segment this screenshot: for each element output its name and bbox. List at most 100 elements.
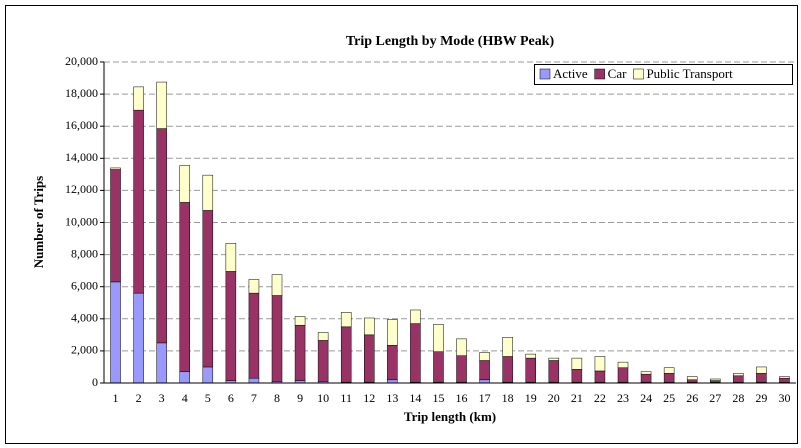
bar-segment (179, 371, 190, 384)
bar-segment (756, 373, 767, 383)
legend-swatch (633, 68, 644, 80)
bar-segment (225, 271, 237, 381)
bar-segment (502, 337, 513, 357)
y-tick-label: 8,000 (71, 246, 98, 260)
bar-segment (387, 345, 398, 381)
bar-segment (686, 376, 698, 381)
y-tick-label: 10,000 (65, 214, 98, 228)
bar-segment (433, 324, 444, 352)
bar-segment (248, 377, 260, 384)
bar-segment (663, 373, 675, 383)
bar-segment (571, 357, 583, 370)
x-tick-label: 25 (663, 391, 675, 405)
bar-segment (594, 356, 606, 372)
legend-swatch (539, 68, 551, 80)
x-tick-label: 19 (525, 391, 537, 405)
bar-segment (456, 355, 467, 383)
bar-segment (202, 174, 214, 211)
x-tick-label: 24 (640, 391, 652, 405)
bar-segment (733, 375, 744, 383)
y-tick-label: 16,000 (65, 118, 98, 132)
legend-label: Public Transport (646, 66, 733, 81)
bar-segment (663, 367, 675, 374)
bar-segment (317, 340, 329, 382)
bar-segment (202, 366, 214, 384)
bar-segment (433, 351, 444, 383)
x-tick-label: 3 (159, 391, 165, 405)
x-tick-label: 21 (571, 391, 583, 405)
bar-segment (133, 86, 144, 111)
x-tick-label: 9 (297, 391, 303, 405)
bar-segment (502, 356, 513, 383)
bar-segment (364, 334, 375, 383)
x-tick-label: 4 (182, 391, 188, 405)
bar-segment (779, 376, 790, 379)
bar-segment (133, 292, 144, 384)
bar-segment (133, 109, 144, 294)
x-axis-title: Trip length (km) (404, 409, 496, 424)
bar-segment (271, 295, 283, 382)
y-tick-label: 12,000 (65, 182, 98, 196)
bar-segment (733, 373, 744, 377)
bar-segment (479, 360, 490, 381)
bar-segment (294, 324, 306, 381)
x-tick-label: 15 (432, 391, 444, 405)
x-tick-label: 17 (479, 391, 491, 405)
bar-segment (525, 357, 536, 383)
y-tick-label: 18,000 (65, 86, 98, 100)
x-tick-label: 30 (778, 391, 790, 405)
bar-segment (110, 169, 121, 283)
bar-segment (110, 281, 121, 384)
legend-label: Car (608, 66, 627, 81)
x-tick-label: 27 (709, 391, 721, 405)
legend-label: Active (553, 66, 588, 81)
bar-segment (340, 312, 352, 328)
bar-segment (617, 367, 629, 383)
bar-segment (248, 292, 260, 379)
bar-segment (779, 377, 790, 383)
x-tick-label: 29 (755, 391, 767, 405)
bar-segment (110, 167, 121, 170)
bar-segment (179, 202, 190, 373)
bar-segment (571, 369, 583, 383)
x-tick-label: 13 (386, 391, 398, 405)
bar-segment (686, 379, 698, 383)
x-tick-label: 8 (274, 391, 280, 405)
x-tick-label: 14 (409, 391, 421, 405)
bar-segment (248, 279, 260, 294)
bar-segment (594, 370, 606, 383)
bar-segment (294, 316, 306, 326)
x-tick-label: 16 (456, 391, 468, 405)
y-axis-title: Number of Trips (31, 176, 46, 268)
chart-title: Trip Length by Mode (HBW Peak) (346, 34, 555, 49)
x-tick-label: 12 (363, 391, 375, 405)
x-tick-label: 1 (113, 391, 119, 405)
x-tick-label: 7 (251, 391, 257, 405)
bar-segment (756, 366, 767, 374)
bar-segment (479, 352, 490, 361)
x-tick-label: 10 (317, 391, 329, 405)
y-tick-label: 4,000 (71, 311, 98, 325)
x-tick-label: 5 (205, 391, 211, 405)
y-tick-label: 0 (92, 375, 98, 389)
x-tick-label: 28 (732, 391, 744, 405)
x-tick-label: 23 (617, 391, 629, 405)
bar-segment (617, 361, 629, 369)
bar-segment (525, 353, 536, 359)
x-tick-label: 11 (340, 391, 352, 405)
bar-segment (640, 371, 652, 375)
bar-segment (710, 378, 721, 381)
bar-segment (202, 210, 214, 368)
bar-segment (410, 309, 421, 324)
y-tick-label: 6,000 (71, 278, 98, 292)
bar-segment (340, 326, 352, 383)
y-tick-label: 2,000 (71, 343, 98, 357)
bar-segment (225, 243, 237, 272)
bar-segment (317, 332, 329, 341)
bar-segment (364, 317, 375, 336)
bar-segment (179, 165, 190, 203)
bar-segment (387, 319, 398, 346)
x-tick-label: 2 (136, 391, 142, 405)
x-tick-label: 18 (502, 391, 514, 405)
